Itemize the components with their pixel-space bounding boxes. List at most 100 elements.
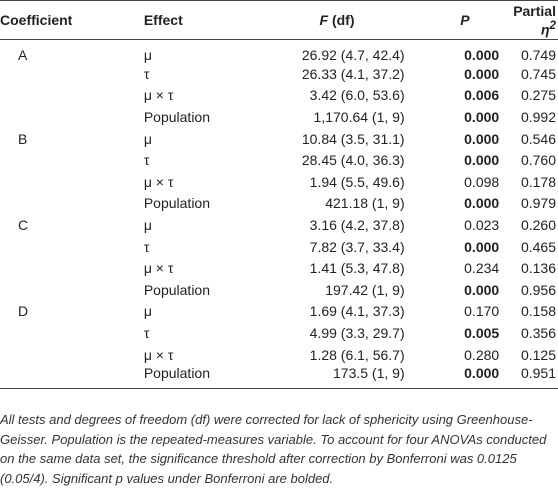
header-effect: Effect: [143, 0, 258, 40]
cell-partial-eta: 0.178: [520, 173, 556, 190]
cell-partial-eta: 0.136: [520, 260, 556, 277]
cell-effect: τ: [143, 238, 150, 255]
cell-partial-eta: 0.760: [520, 152, 556, 169]
cell-p-value: 0.000: [417, 236, 514, 258]
cell-p-value: 0.023: [464, 216, 500, 233]
cell-p-value: 0.234: [464, 260, 500, 277]
table-row: μ × τ 3.42 (6.0, 53.6) 0.006 0.275: [0, 85, 558, 107]
header-partial-eta: Partial η2: [513, 0, 558, 40]
cell-p-value: 0.000: [417, 279, 514, 301]
cell-p-value: 0.000: [417, 40, 514, 63]
cell-f-df: 28.45 (4.0, 36.3): [301, 152, 405, 169]
cell-coefficient: [0, 149, 144, 171]
header-partial-label: Partial: [513, 2, 556, 19]
cell-partial-eta: 0.749: [520, 47, 556, 63]
table-row: μ × τ 1.41 (5.3, 47.8) 0.234 0.136: [0, 257, 558, 279]
table-row: μ × τ 1.28 (6.1, 56.7) 0.280 0.125: [0, 344, 558, 366]
cell-partial-eta: 0.992: [520, 108, 556, 125]
header-p-letter: P: [460, 12, 470, 28]
cell-p-value: 0.000: [417, 63, 514, 85]
cell-partial-eta: 0.465: [520, 238, 556, 255]
cell-coefficient: [0, 106, 144, 128]
header-eta-symbol: η: [540, 21, 550, 38]
cell-p-value: 0.098: [464, 173, 500, 190]
cell-partial-eta: 0.260: [520, 216, 556, 233]
cell-partial-eta: 0.356: [520, 324, 556, 341]
cell-coefficient: [0, 365, 144, 390]
cell-coefficient: [0, 279, 144, 301]
header-f-df: F (df): [257, 0, 417, 40]
cell-f-df: 3.42 (6.0, 53.6): [309, 87, 405, 104]
cell-f-df: 197.42 (1, 9): [325, 281, 405, 298]
cell-effect: τ: [143, 152, 150, 169]
cell-effect: Population: [143, 195, 211, 212]
cell-f-df: 3.16 (4.2, 37.8): [309, 216, 405, 233]
cell-p-value: 0.000: [417, 193, 514, 215]
significant-p-value: 0.000: [464, 281, 500, 298]
cell-f-df: 1.28 (6.1, 56.7): [309, 346, 405, 363]
cell-f-df: 10.84 (3.5, 31.1): [301, 130, 405, 147]
significant-p-value: 0.005: [464, 324, 500, 341]
cell-coefficient: C: [18, 216, 29, 233]
cell-f-df: 1.41 (5.3, 47.8): [309, 260, 405, 277]
cell-partial-eta: 0.745: [520, 65, 556, 82]
cell-coefficient: [0, 171, 144, 193]
table-footnote: All tests and degrees of freedom (df) we…: [0, 412, 547, 486]
cell-effect: μ: [143, 216, 152, 233]
table-row: μ × τ 1.94 (5.5, 49.6) 0.098 0.178: [0, 171, 558, 193]
table-row: τ 7.82 (3.7, 33.4) 0.000 0.465: [0, 236, 558, 258]
cell-f-df: 4.99 (3.3, 29.7): [309, 324, 405, 341]
header-df-suffix: (df): [328, 12, 355, 28]
cell-p-value: 0.000: [416, 365, 514, 390]
cell-coefficient: [0, 257, 144, 279]
cell-f-df: 26.92 (4.7, 42.4): [301, 47, 405, 63]
cell-p-value: 0.000: [417, 149, 514, 171]
significant-p-value: 0.000: [464, 195, 500, 212]
cell-coefficient: [0, 85, 144, 107]
cell-p-value: 0.000: [417, 128, 514, 150]
cell-f-df: 26.33 (4.1, 37.2): [301, 65, 405, 82]
anova-table: Coefficient Effect F (df) P Partial η2 A…: [0, 0, 558, 390]
cell-effect: μ × τ: [143, 346, 174, 363]
cell-coefficient: A: [18, 47, 28, 63]
table-row: τ 26.33 (4.1, 37.2) 0.000 0.745: [0, 63, 558, 85]
cell-effect: μ × τ: [143, 87, 174, 104]
cell-f-df: 1.69 (4.1, 37.3): [309, 303, 405, 320]
cell-partial-eta: 0.125: [520, 346, 556, 363]
cell-effect: τ: [143, 65, 150, 82]
cell-partial-eta: 0.158: [520, 303, 556, 320]
table-row: Population 173.5 (1, 9) 0.000 0.951: [0, 365, 558, 390]
significant-p-value: 0.000: [464, 108, 500, 125]
cell-partial-eta: 0.275: [520, 87, 556, 104]
cell-effect: Population: [143, 281, 211, 298]
cell-p-value: 0.000: [417, 106, 514, 128]
significant-p-value: 0.000: [464, 47, 500, 63]
header-f-letter: F: [319, 12, 329, 28]
cell-coefficient: [0, 193, 144, 215]
cell-coefficient: [0, 344, 144, 366]
cell-effect: μ: [143, 47, 152, 63]
cell-f-df: 1,170.64 (1, 9): [313, 108, 405, 125]
table-row: Population 1,170.64 (1, 9) 0.000 0.992: [0, 106, 558, 128]
table-row: Population 197.42 (1, 9) 0.000 0.956: [0, 279, 558, 301]
header-coefficient: Coefficient: [0, 0, 144, 40]
significant-p-value: 0.000: [464, 365, 500, 382]
cell-effect: Population: [143, 365, 258, 390]
cell-p-value: 0.170: [464, 303, 500, 320]
table-row: τ 28.45 (4.0, 36.3) 0.000 0.760: [0, 149, 558, 171]
table-row: Population 421.18 (1, 9) 0.000 0.979: [0, 193, 558, 215]
significant-p-value: 0.000: [464, 130, 500, 147]
significant-p-value: 0.000: [464, 65, 500, 82]
header-eta-sup: 2: [549, 18, 556, 32]
cell-partial-eta: 0.546: [520, 130, 556, 147]
cell-coefficient: B: [18, 130, 28, 147]
cell-effect: μ × τ: [143, 173, 174, 190]
cell-p-value: 0.006: [417, 85, 514, 107]
significant-p-value: 0.000: [464, 238, 500, 255]
cell-f-df: 421.18 (1, 9): [325, 195, 405, 212]
cell-effect: Population: [143, 108, 211, 125]
